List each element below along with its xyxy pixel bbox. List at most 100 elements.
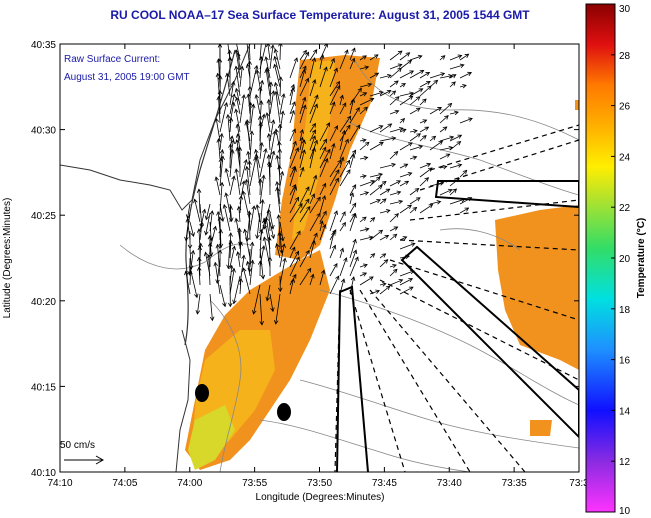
- current-vector-head: [299, 128, 305, 134]
- current-vector: [279, 111, 284, 133]
- current-vector: [299, 97, 306, 115]
- current-vector-head: [282, 257, 287, 263]
- current-vector: [389, 269, 398, 277]
- current-vector-head: [281, 243, 286, 249]
- current-vector: [399, 243, 415, 250]
- current-vector: [359, 157, 368, 160]
- current-vector: [329, 169, 340, 187]
- current-vector: [229, 240, 232, 259]
- current-vector: [399, 95, 413, 106]
- current-vector-head: [417, 54, 423, 60]
- current-vector-head: [448, 74, 453, 79]
- current-vector: [349, 203, 357, 214]
- current-vector-head: [364, 191, 370, 196]
- current-vector: [399, 52, 410, 61]
- current-vector: [229, 144, 231, 169]
- current-vector-head: [220, 155, 225, 161]
- current-vector-head: [247, 32, 251, 36]
- current-vector-head: [190, 232, 195, 238]
- current-vector: [274, 49, 281, 70]
- current-vector-head: [468, 117, 473, 122]
- current-vector-head: [207, 234, 213, 240]
- current-vector-head: [374, 72, 380, 77]
- current-vector: [369, 253, 375, 259]
- current-vector: [349, 58, 355, 70]
- scale-arrowhead: [95, 455, 105, 465]
- current-vector: [439, 153, 450, 160]
- current-vector: [309, 274, 314, 286]
- current-vector-head: [378, 90, 384, 96]
- current-vector-head: [231, 93, 236, 99]
- current-vector-head: [369, 97, 375, 102]
- current-vector: [389, 200, 403, 205]
- current-vector: [379, 74, 392, 79]
- current-vector-head: [454, 110, 459, 116]
- current-vector-head: [398, 126, 404, 132]
- current-vector-head: [292, 140, 297, 146]
- current-vector-head: [424, 126, 430, 131]
- overlay-line1: Raw Surface Current:: [64, 54, 160, 65]
- coastline-south: [175, 329, 191, 472]
- current-vector: [209, 226, 217, 250]
- current-vector-head: [376, 198, 381, 204]
- current-vector: [229, 149, 233, 178]
- current-vector: [329, 275, 340, 295]
- current-vector: [389, 264, 397, 268]
- colorbar-tick-label: 12: [619, 457, 631, 468]
- current-vector-head: [290, 278, 296, 283]
- current-vector-head: [258, 55, 264, 61]
- sst-patch-small: [575, 100, 579, 110]
- current-vector: [245, 179, 251, 205]
- current-vector-head: [258, 178, 263, 183]
- current-vector-head: [408, 142, 413, 147]
- current-vector-head: [278, 287, 283, 293]
- current-vector: [259, 175, 265, 205]
- current-vector-head: [451, 74, 457, 79]
- current-vector: [289, 166, 296, 178]
- current-vector: [229, 117, 232, 133]
- current-vector-head: [259, 321, 264, 326]
- current-vector-head: [322, 210, 327, 216]
- current-vector-head: [339, 247, 345, 253]
- current-vector-head: [349, 192, 355, 198]
- current-vector: [194, 199, 201, 223]
- current-vector: [235, 169, 241, 196]
- current-vector-head: [215, 243, 221, 249]
- current-vector: [189, 221, 194, 237]
- current-vector-head: [259, 79, 265, 85]
- current-vector: [299, 140, 305, 160]
- current-vector: [379, 163, 396, 169]
- current-vector: [389, 279, 403, 286]
- current-vector: [185, 212, 191, 241]
- current-vector-head: [459, 63, 465, 69]
- current-vector: [279, 165, 281, 196]
- sst-patch-small: [530, 420, 552, 436]
- current-vector-head: [244, 165, 250, 171]
- current-vector: [309, 175, 317, 196]
- current-vector-head: [264, 56, 269, 61]
- current-vector: [299, 250, 310, 268]
- current-vector: [208, 255, 211, 286]
- current-vector: [269, 131, 276, 160]
- current-vector: [255, 149, 261, 169]
- colorbar-tick-label: 28: [619, 51, 631, 62]
- current-vector: [269, 212, 274, 229]
- current-vector-head: [212, 225, 218, 231]
- current-vector: [359, 175, 367, 178]
- current-vector-head: [351, 149, 357, 155]
- current-vector-head: [277, 164, 282, 170]
- current-vector-head: [270, 307, 275, 313]
- current-vector-head: [243, 228, 248, 234]
- current-vector: [399, 278, 413, 286]
- current-vector: [439, 55, 446, 61]
- current-vector-head: [268, 81, 274, 86]
- current-vector: [389, 191, 401, 196]
- current-vector-head: [404, 180, 410, 185]
- current-vector-head: [246, 150, 251, 156]
- current-vector: [389, 213, 399, 223]
- current-vector: [399, 128, 407, 133]
- current-vector-head: [241, 180, 246, 186]
- current-vector: [359, 98, 374, 106]
- current-vector-head: [395, 96, 400, 101]
- current-vector: [349, 192, 354, 205]
